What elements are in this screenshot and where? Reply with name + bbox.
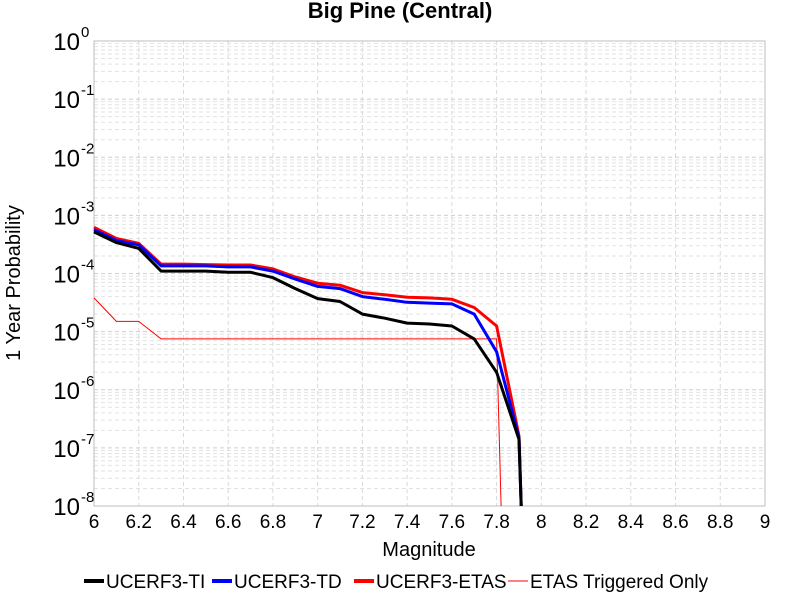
series-line-ucerf3-td: [93, 228, 523, 507]
y-tick-exponent: -6: [81, 373, 94, 390]
chart-title: Big Pine (Central): [308, 0, 493, 23]
y-tick-exponent: -4: [81, 257, 94, 274]
x-tick-label: 7.2: [349, 512, 375, 533]
y-tick-exponent: -2: [81, 140, 94, 157]
y-tick-exponent: -3: [81, 198, 94, 215]
x-tick-label: 8.2: [573, 512, 599, 533]
x-tick-label: 7.8: [483, 512, 509, 533]
y-tick-label: 10 -1: [53, 82, 94, 114]
legend-label: ETAS Triggered Only: [530, 572, 709, 593]
x-axis-label: Magnitude: [382, 539, 475, 561]
x-tick-label: 6.2: [126, 512, 152, 533]
y-tick-base: 10: [53, 262, 80, 289]
y-tick-label: 10 -6: [53, 373, 94, 405]
x-tick-label: 8.6: [662, 512, 688, 533]
grid: [94, 41, 765, 507]
x-tick-label: 9: [760, 512, 771, 533]
y-tick-exponent: -1: [81, 82, 94, 99]
x-tick-label: 6.8: [260, 512, 286, 533]
y-tick-base: 10: [53, 436, 80, 463]
x-tick-label: 8: [536, 512, 547, 533]
x-tick-labels: 6 6.2 6.4 6.6 6.8 7 7.2 7.4 7.6 7.8 8 8.2 8.4 8.6 8.8 9: [89, 512, 771, 533]
y-tick-base: 10: [53, 87, 80, 114]
plot-frame: [93, 40, 766, 507]
y-tick-base: 10: [53, 29, 80, 56]
y-tick-base: 10: [53, 320, 80, 347]
y-tick-label: 10 -8: [53, 489, 94, 521]
legend-item: ETAS Triggered Only: [508, 572, 709, 593]
x-tick-label: 6: [89, 512, 100, 533]
y-tick-base: 10: [53, 203, 80, 230]
y-tick-exponent: 0: [81, 24, 89, 41]
y-tick-base: 10: [53, 378, 80, 405]
series-line-ucerf3-etas: [93, 226, 523, 507]
y-tick-label: 10 -7: [53, 431, 94, 463]
x-tick-label: 8.8: [707, 512, 733, 533]
legend-item: UCERF3-ETAS: [354, 572, 507, 593]
y-axis-label: 1 Year Probability: [3, 205, 25, 361]
series-layer: [93, 226, 523, 507]
y-tick-label: 10 0: [53, 24, 89, 56]
x-tick-label: 7: [312, 512, 323, 533]
x-tick-label: 7.4: [394, 512, 421, 533]
x-tick-label: 6.4: [170, 512, 197, 533]
x-tick-label: 8.4: [618, 512, 645, 533]
y-tick-label: 10 -4: [53, 257, 94, 289]
y-tick-base: 10: [53, 494, 80, 521]
legend-label: UCERF3-ETAS: [376, 572, 507, 593]
y-tick-exponent: -8: [81, 489, 94, 506]
y-tick-exponent: -5: [81, 315, 94, 332]
legend-item: UCERF3-TI: [84, 572, 205, 593]
y-tick-label: 10 -3: [53, 198, 94, 230]
legend: UCERF3-TI UCERF3-TD UCERF3-ETAS ETAS Trigge…: [84, 572, 709, 593]
y-tick-label: 10 -5: [53, 315, 94, 347]
legend-item: UCERF3-TD: [212, 572, 342, 593]
x-tick-label: 6.6: [215, 512, 241, 533]
y-tick-base: 10: [53, 145, 80, 172]
series-line-ucerf3-ti: [93, 230, 523, 507]
x-tick-label: 7.6: [439, 512, 465, 533]
legend-label: UCERF3-TD: [234, 572, 342, 593]
legend-label: UCERF3-TI: [106, 572, 205, 593]
y-tick-exponent: -7: [81, 431, 94, 448]
series-line-etas-triggered-only: [93, 297, 502, 507]
y-tick-label: 10 -2: [53, 140, 94, 172]
